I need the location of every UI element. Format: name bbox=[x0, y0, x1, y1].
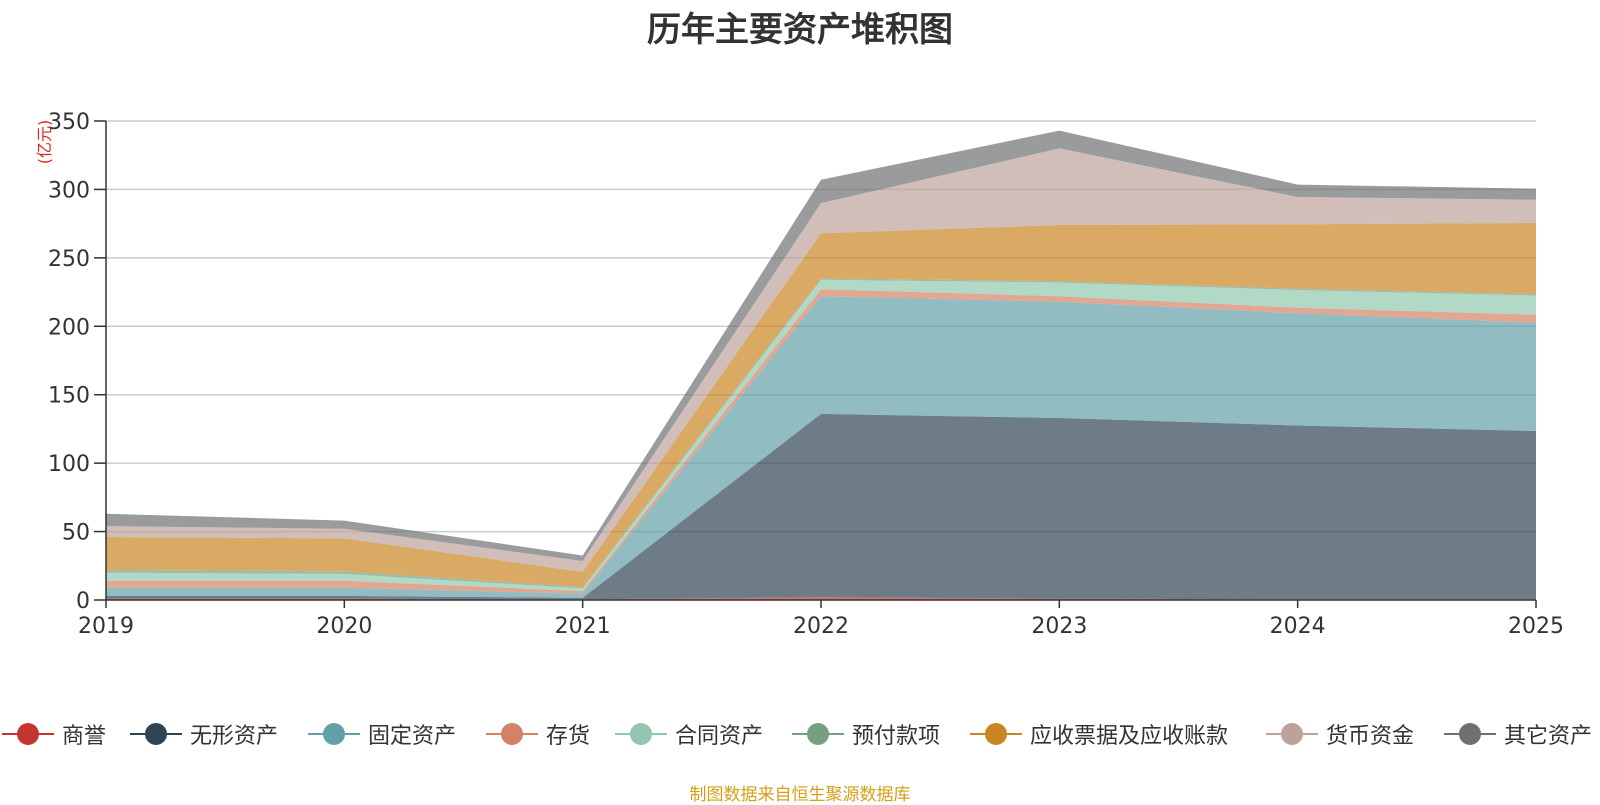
area-series-2 bbox=[106, 296, 1536, 598]
legend-marker-icon bbox=[1266, 722, 1318, 746]
source-note: 制图数据来自恒生聚源数据库 bbox=[689, 785, 911, 805]
legend-item[interactable]: 应收票据及应收账款 bbox=[970, 716, 1228, 752]
area-series-7 bbox=[106, 148, 1536, 572]
legend: 商誉 无形资产 固定资产 存货 合同资产 预付款项 应收票据及应收账款 货币资金 其它资产 bbox=[0, 716, 1600, 752]
legend-label: 存货 bbox=[546, 724, 591, 749]
legend-marker-icon bbox=[130, 722, 182, 746]
x-tick-label: 2024 bbox=[1270, 614, 1326, 639]
area-series-1 bbox=[106, 413, 1536, 600]
legend-item[interactable]: 固定资产 bbox=[308, 716, 456, 752]
y-tick-label: 100 bbox=[48, 452, 90, 477]
legend-label: 应收票据及应收账款 bbox=[1030, 724, 1229, 749]
legend-marker-icon bbox=[2, 722, 54, 746]
legend-label: 合同资产 bbox=[675, 724, 764, 749]
legend-label: 无形资产 bbox=[190, 724, 279, 749]
legend-label: 预付款项 bbox=[852, 724, 941, 749]
x-tick-label: 2023 bbox=[1031, 614, 1087, 639]
legend-marker-icon bbox=[615, 722, 667, 746]
legend-label: 货币资金 bbox=[1326, 724, 1415, 749]
legend-label: 商誉 bbox=[62, 724, 107, 749]
legend-item[interactable]: 商誉 bbox=[2, 716, 106, 752]
x-tick-label: 2025 bbox=[1508, 614, 1564, 639]
y-tick-label: 150 bbox=[48, 384, 90, 409]
y-tick-label: 200 bbox=[48, 315, 90, 340]
y-tick-label: 0 bbox=[76, 589, 90, 614]
legend-marker-icon bbox=[792, 722, 844, 746]
y-tick-label: 250 bbox=[48, 247, 90, 272]
legend-item[interactable]: 其它资产 bbox=[1444, 716, 1592, 752]
legend-marker-icon bbox=[970, 722, 1022, 746]
legend-marker-icon bbox=[308, 722, 360, 746]
legend-item[interactable]: 合同资产 bbox=[615, 716, 763, 752]
y-tick-label: 50 bbox=[62, 521, 90, 546]
area-series-6 bbox=[106, 223, 1536, 587]
x-tick-label: 2019 bbox=[78, 614, 134, 639]
area-series bbox=[106, 130, 1536, 600]
axes: 0 50 100 150 200 250 300 350 2019 2020 2021 2022 202… bbox=[48, 110, 1564, 639]
legend-marker-icon bbox=[486, 722, 538, 746]
area-series-8 bbox=[106, 130, 1536, 561]
legend-label: 固定资产 bbox=[368, 724, 457, 749]
legend-label: 其它资产 bbox=[1504, 724, 1593, 749]
x-tick-label: 2021 bbox=[555, 614, 611, 639]
legend-item[interactable]: 货币资金 bbox=[1266, 716, 1414, 752]
legend-item[interactable]: 无形资产 bbox=[130, 716, 278, 752]
y-axis-unit-label: (亿元) bbox=[35, 120, 54, 165]
chart-title: 历年主要资产堆积图 bbox=[647, 10, 953, 50]
legend-item[interactable]: 存货 bbox=[486, 716, 590, 752]
legend-marker-icon bbox=[1444, 722, 1496, 746]
legend-item[interactable]: 预付款项 bbox=[792, 716, 940, 752]
x-tick-label: 2020 bbox=[316, 614, 372, 639]
x-tick-label: 2022 bbox=[793, 614, 849, 639]
y-tick-label: 300 bbox=[48, 178, 90, 203]
y-tick-label: 350 bbox=[48, 110, 90, 135]
